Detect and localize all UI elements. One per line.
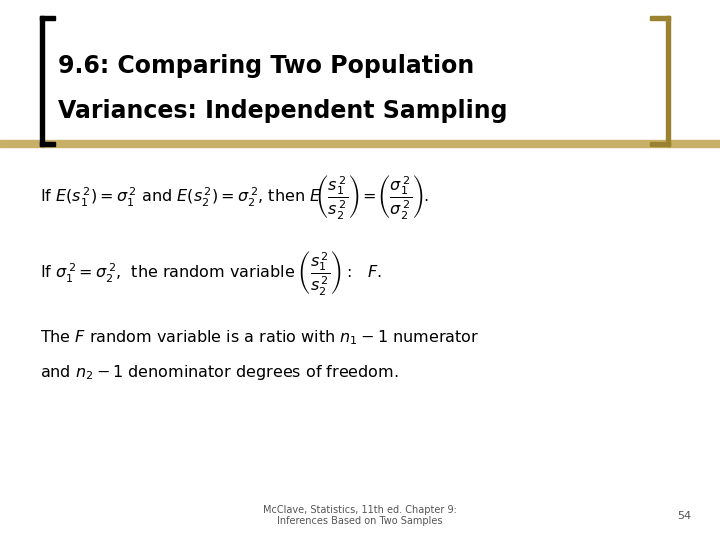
- Text: and $n_2 - 1$ denominator degrees of freedom.: and $n_2 - 1$ denominator degrees of fre…: [40, 363, 398, 382]
- Bar: [650, 16, 670, 20]
- Text: 9.6: Comparing Two Population: 9.6: Comparing Two Population: [58, 54, 474, 78]
- Bar: [666, 16, 670, 146]
- Text: The $F$ random variable is a ratio with $n_1 - 1$ numerator: The $F$ random variable is a ratio with …: [40, 328, 479, 347]
- Text: If $E(s_1^{\,2}) = \sigma_1^{\,2}$ and $E(s_2^{\,2}) = \sigma_2^{\,2}$, then $E\: If $E(s_1^{\,2}) = \sigma_1^{\,2}$ and $…: [40, 173, 428, 221]
- Bar: [40, 16, 55, 20]
- Text: McClave, Statistics, 11th ed. Chapter 9:
Inferences Based on Two Samples: McClave, Statistics, 11th ed. Chapter 9:…: [263, 505, 457, 526]
- Bar: [40, 16, 44, 146]
- Bar: [650, 142, 670, 146]
- Bar: [40, 142, 55, 146]
- Bar: [0, 140, 720, 147]
- Text: Variances: Independent Sampling: Variances: Independent Sampling: [58, 99, 507, 123]
- Text: If $\sigma_1^{\,2} = \sigma_2^{\,2}$,  the random variable $\left(\dfrac{s_1^{\,: If $\sigma_1^{\,2} = \sigma_2^{\,2}$, th…: [40, 249, 382, 296]
- Text: 54: 54: [677, 511, 691, 521]
